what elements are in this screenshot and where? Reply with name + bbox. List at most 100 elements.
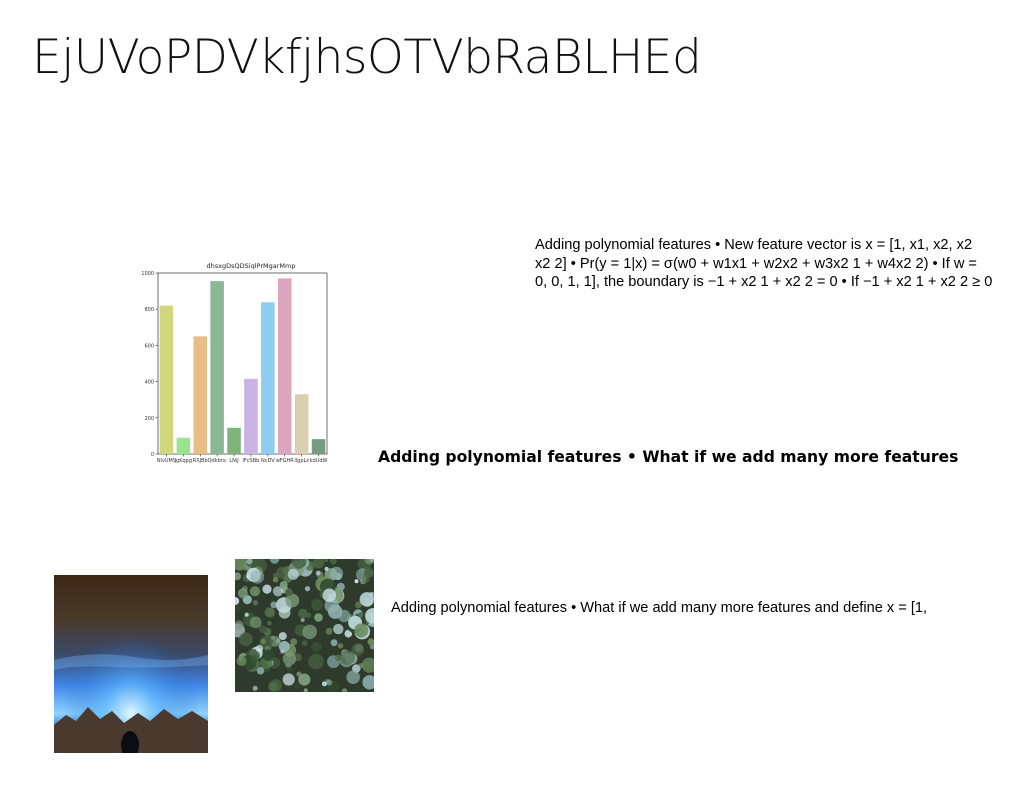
bar-chart: dhsxgDsQDSiqlPrMgarMmp NlvUMS jgKqpg RXJBb… — [130, 258, 335, 470]
x-tick-label: jgKqpg — [174, 458, 192, 464]
tree-canopy — [355, 601, 362, 609]
text-block-1: Adding polynomial features • New feature… — [535, 236, 1024, 292]
tree-canopy — [287, 568, 299, 580]
forest-tree-canopies — [235, 559, 374, 692]
tree-canopy — [337, 643, 344, 649]
bar-jgKqpg — [176, 437, 191, 454]
tree-canopy — [311, 642, 322, 652]
tree-canopy — [312, 559, 325, 569]
tree-canopy — [303, 688, 308, 692]
tree-canopy — [235, 559, 247, 571]
tree-canopy — [252, 600, 259, 606]
tree-canopy — [321, 681, 327, 687]
tree-canopy — [276, 566, 289, 579]
bar-NlvUMS — [159, 305, 174, 454]
tree-canopy — [311, 599, 323, 611]
tree-canopy — [298, 608, 308, 619]
tree-canopy — [323, 559, 329, 563]
tree-canopy — [267, 620, 272, 626]
y-tick-label: 400 — [144, 380, 154, 386]
y-tick-label: 0 — [151, 452, 154, 458]
tree-canopy — [260, 638, 266, 645]
tree-canopy — [255, 644, 264, 653]
text-block-1-line: Adding polynomial features • New feature… — [535, 237, 973, 253]
tree-canopy — [329, 566, 344, 580]
tree-canopy — [246, 559, 253, 565]
tree-canopy — [258, 625, 267, 634]
chart-title: dhsxgDsQDSiqlPrMgarMmp — [207, 262, 296, 270]
tree-canopy — [236, 656, 247, 666]
tree-canopy — [290, 638, 298, 646]
tree-canopy — [285, 588, 293, 597]
tree-canopy — [358, 663, 364, 668]
tree-canopy — [301, 640, 308, 646]
tree-canopy — [322, 588, 337, 603]
tree-canopy — [346, 670, 360, 684]
tree-canopy — [262, 649, 275, 661]
chart-frame — [157, 272, 328, 455]
tree-canopy — [284, 661, 292, 669]
x-tick-label: LNiJ — [229, 458, 238, 464]
chart-bars — [159, 278, 326, 454]
tree-canopy — [363, 568, 374, 578]
tree-canopy — [280, 649, 285, 654]
tree-canopy — [326, 679, 333, 686]
y-tick-label: 800 — [144, 307, 154, 313]
tree-canopy — [324, 566, 329, 571]
bar-llgpLz — [294, 394, 309, 454]
tree-canopy — [278, 641, 290, 652]
tree-canopy — [304, 586, 311, 592]
bar-wFGHR — [277, 278, 292, 454]
tree-canopy — [315, 570, 321, 576]
chart-axes — [157, 272, 328, 455]
tree-canopy — [242, 585, 248, 592]
tree-canopy — [333, 623, 344, 635]
tree-canopy — [267, 638, 274, 645]
tree-canopy — [272, 576, 279, 583]
tree-canopy — [325, 627, 333, 635]
tree-canopy — [344, 629, 353, 638]
forest-aerial-graphic — [235, 559, 374, 692]
tree-canopy — [238, 632, 253, 647]
x-tick-label: llgpLz — [294, 458, 309, 464]
tree-canopy — [314, 613, 323, 622]
x-tick-label: NlvUMS — [157, 458, 176, 464]
aurora-mountain-image — [54, 575, 208, 753]
x-tick-label: kdUdW — [310, 458, 328, 464]
text-block-1-line: x2 2] • Pr(y = 1|x) = σ(w0 + w1x1 + w2x2… — [535, 255, 977, 272]
tree-canopy — [235, 572, 241, 581]
tree-canopy — [329, 559, 337, 565]
tree-canopy — [268, 682, 278, 692]
tree-canopy — [272, 586, 283, 597]
text-block-2: Adding polynomial features • What if we … — [378, 448, 959, 466]
tree-canopy — [354, 623, 369, 638]
text-block-3: Adding polynomial features • What if we … — [391, 600, 928, 616]
tree-canopy — [362, 675, 374, 690]
tree-canopy — [278, 632, 287, 641]
tree-canopy — [296, 671, 302, 677]
tree-canopy — [300, 618, 305, 622]
tree-canopy — [369, 591, 374, 597]
y-tick-label: 1000 — [141, 271, 154, 277]
text-block-1-line: 0, 0, 1, 1], the boundary is −1 + x2 1 +… — [535, 274, 993, 290]
tree-canopy — [367, 638, 374, 646]
tree-canopy — [354, 579, 359, 584]
x-tick-label: Qdkbnc — [208, 458, 227, 464]
tree-canopy — [249, 616, 262, 629]
tree-canopy — [293, 683, 300, 690]
tree-canopy — [273, 572, 279, 579]
y-tick-label: 600 — [144, 343, 154, 349]
tree-canopy — [330, 639, 338, 647]
tree-canopy — [302, 624, 317, 640]
tree-canopy — [308, 653, 324, 670]
y-tick-label: 200 — [144, 416, 154, 422]
tree-canopy — [250, 569, 265, 584]
tree-canopy — [292, 559, 307, 569]
x-tick-label: RXJBb — [193, 458, 208, 464]
tree-canopy — [252, 685, 258, 691]
tree-canopy — [264, 607, 275, 618]
aurora-mountain-graphic — [54, 575, 208, 753]
tree-canopy — [282, 673, 295, 686]
